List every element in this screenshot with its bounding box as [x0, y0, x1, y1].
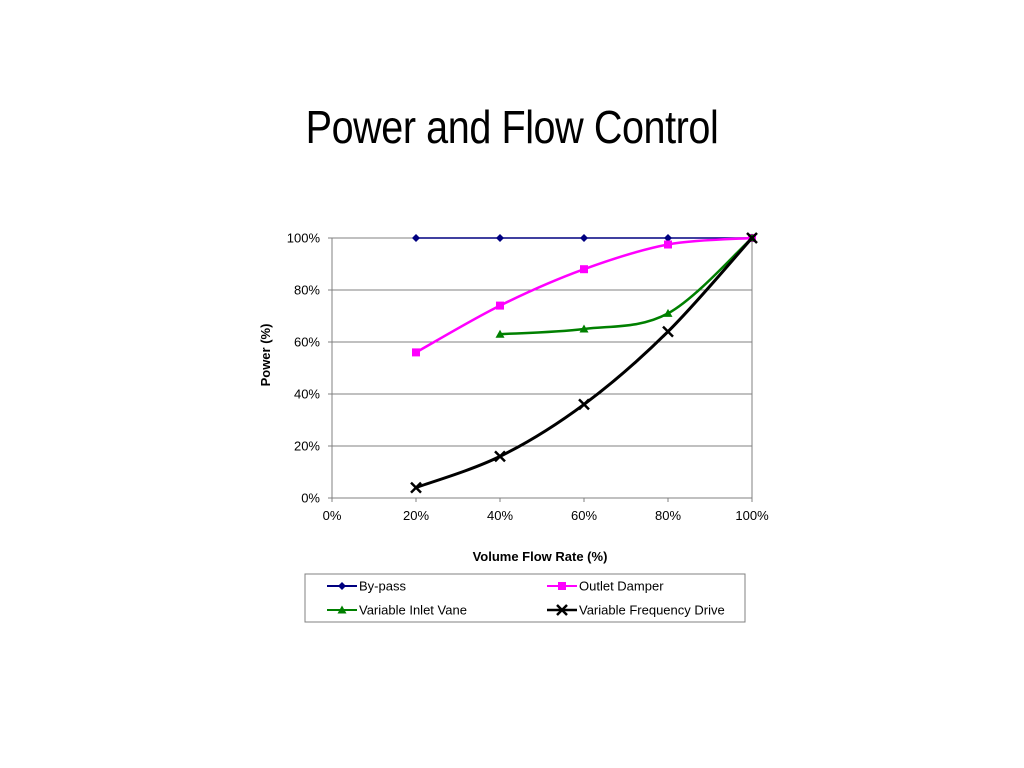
- y-tick-label: 80%: [294, 283, 320, 298]
- marker-stroke: [578, 398, 590, 411]
- data-point-marker: [664, 234, 672, 242]
- series-variable-inlet-vane: [495, 233, 757, 338]
- x-tick-label: 60%: [571, 508, 597, 523]
- x-axis-title: Volume Flow Rate (%): [473, 549, 608, 564]
- marker-stroke: [556, 604, 568, 616]
- x-tick-label: 40%: [487, 508, 513, 523]
- marker-stroke: [746, 232, 758, 244]
- legend-item: Outlet Damper: [547, 579, 664, 594]
- x-tick-labels: 0% 20% 40% 60% 80% 100%: [323, 508, 769, 523]
- y-tick-labels: 0% 20% 40% 60% 80% 100%: [287, 231, 321, 506]
- data-point-marker: [338, 582, 346, 590]
- data-point-marker: [412, 234, 420, 242]
- legend-label: Variable Inlet Vane: [359, 603, 467, 618]
- x-tick-label: 0%: [323, 508, 342, 523]
- data-point-marker: [662, 325, 674, 338]
- series-line: [499, 237, 753, 336]
- data-point-marker: [580, 265, 588, 274]
- x-tick-label: 100%: [735, 508, 769, 523]
- data-point-marker: [746, 232, 758, 244]
- y-tick-label: 100%: [287, 231, 321, 246]
- x-tick-label: 20%: [403, 508, 429, 523]
- y-tick-label: 0%: [301, 491, 320, 506]
- data-point-marker: [412, 348, 420, 357]
- legend-box: [304, 573, 746, 623]
- data-point-marker: [337, 605, 347, 614]
- marker-stroke: [662, 325, 674, 338]
- data-point-marker: [663, 308, 673, 317]
- series-lines: [410, 232, 758, 494]
- data-point-marker: [496, 234, 504, 242]
- data-point-marker: [579, 324, 589, 333]
- axes: [328, 237, 753, 502]
- data-point-marker: [578, 398, 590, 411]
- data-point-marker: [495, 329, 505, 338]
- y-axis-title: Power (%): [258, 324, 273, 387]
- data-point-marker: [580, 234, 588, 242]
- data-point-marker: [664, 240, 672, 249]
- data-point-marker: [496, 301, 504, 310]
- series-variable-frequency-drive: [410, 232, 758, 494]
- legend-item: By-pass: [327, 579, 406, 594]
- data-point-marker: [410, 481, 422, 494]
- series-line: [415, 236, 754, 490]
- legend-label: Outlet Damper: [579, 579, 664, 594]
- legend-item: Variable Inlet Vane: [327, 603, 467, 618]
- legend: By-pass Outlet Damper Variable Inlet Vane V…: [304, 573, 746, 623]
- legend-label: Variable Frequency Drive: [579, 603, 725, 618]
- y-tick-label: 60%: [294, 335, 320, 350]
- data-point-marker: [494, 450, 506, 463]
- series-outlet-damper: [412, 234, 756, 357]
- legend-label: By-pass: [359, 579, 406, 594]
- marker-stroke: [494, 450, 506, 463]
- y-tick-label: 20%: [294, 439, 320, 454]
- y-tick-label: 40%: [294, 387, 320, 402]
- x-tick-label: 80%: [655, 508, 681, 523]
- data-point-marker: [558, 582, 566, 590]
- grid-lines: [332, 237, 752, 499]
- marker-stroke: [410, 481, 422, 494]
- data-point-marker: [556, 604, 568, 616]
- slide-title: Power and Flow Control: [305, 101, 719, 153]
- legend-item: Variable Frequency Drive: [547, 603, 725, 618]
